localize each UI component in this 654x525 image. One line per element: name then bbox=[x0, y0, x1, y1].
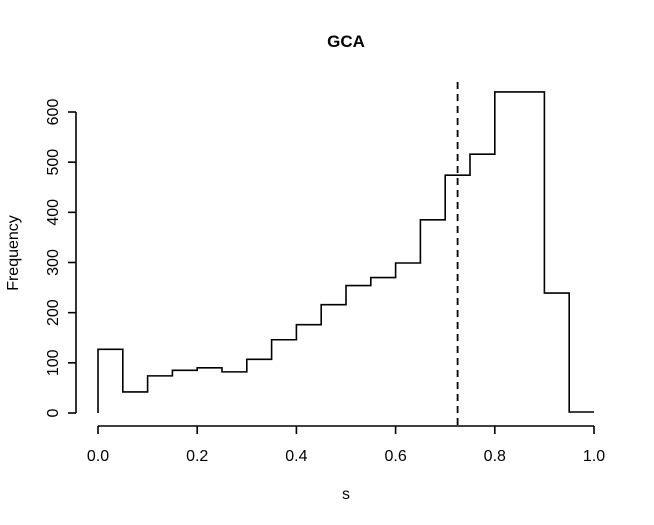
histogram-bar bbox=[123, 392, 148, 413]
y-tick-label: 600 bbox=[45, 99, 62, 126]
histogram-bar bbox=[495, 92, 520, 413]
chart-title: GCA bbox=[327, 32, 365, 51]
y-axis: 0 100 200 300 400 500 600 bbox=[45, 99, 77, 417]
histogram-bar bbox=[520, 92, 545, 413]
x-tick-label: 0.8 bbox=[484, 448, 506, 465]
histogram-bar bbox=[396, 263, 421, 413]
histogram-bar bbox=[321, 305, 346, 413]
histogram-outline bbox=[97, 91, 594, 413]
x-tick-label: 0.0 bbox=[87, 448, 109, 465]
x-tick-label: 0.2 bbox=[186, 448, 208, 465]
histogram-bar bbox=[172, 370, 197, 413]
histogram-bar bbox=[247, 359, 272, 413]
y-axis-title: Frequency bbox=[5, 215, 22, 291]
x-tick-label: 1.0 bbox=[583, 448, 605, 465]
histogram-bar bbox=[222, 372, 247, 413]
histogram-bar bbox=[346, 286, 371, 413]
histogram-bar bbox=[98, 349, 123, 413]
x-tick-label: 0.6 bbox=[384, 448, 406, 465]
y-tick-label: 400 bbox=[45, 199, 62, 226]
histogram-bar bbox=[148, 376, 173, 413]
y-tick-label: 200 bbox=[45, 299, 62, 326]
histogram-bar bbox=[544, 293, 569, 413]
x-axis-title: s bbox=[342, 486, 350, 503]
histogram-bar bbox=[296, 325, 321, 413]
y-tick-label: 100 bbox=[45, 349, 62, 376]
histogram-bar bbox=[272, 340, 297, 413]
histogram-bar bbox=[197, 368, 222, 413]
y-tick-label: 0 bbox=[45, 408, 62, 417]
histogram-bar bbox=[470, 154, 495, 413]
histogram-bar bbox=[371, 278, 396, 413]
histogram-bins bbox=[98, 92, 594, 413]
histogram-bar bbox=[445, 175, 470, 413]
y-tick-label: 500 bbox=[45, 149, 62, 176]
x-axis: 0.0 0.2 0.4 0.6 0.8 1.0 bbox=[87, 425, 605, 465]
x-tick-label: 0.4 bbox=[285, 448, 307, 465]
histogram-bar bbox=[420, 220, 445, 413]
y-tick-label: 300 bbox=[45, 249, 62, 276]
